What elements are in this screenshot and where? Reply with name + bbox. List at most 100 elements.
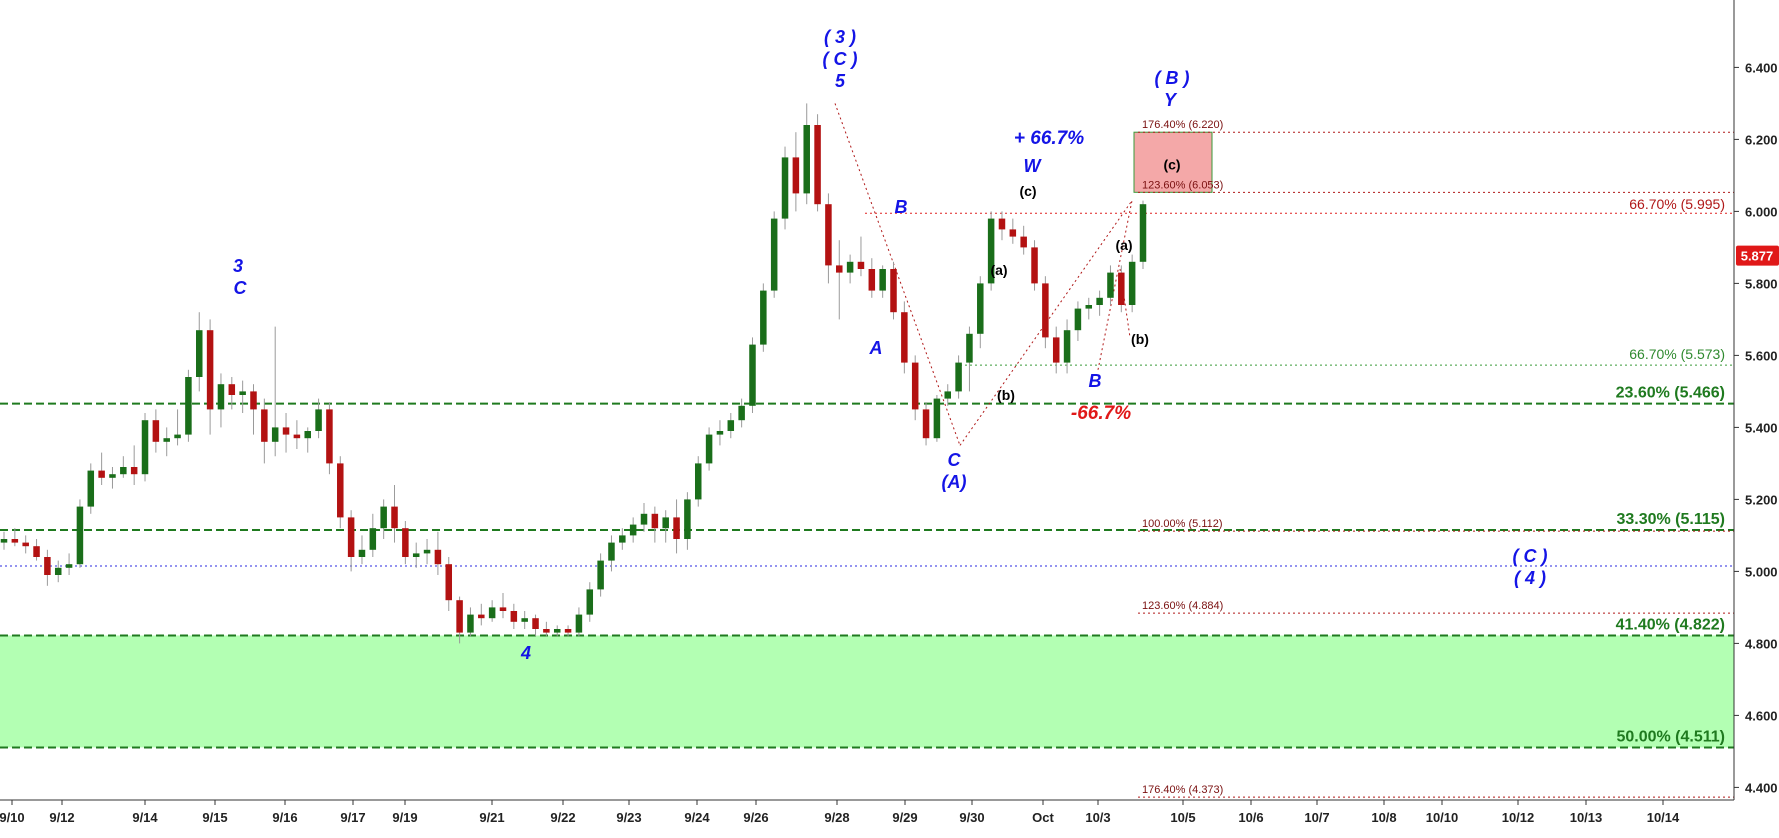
candle-body (738, 405, 745, 421)
candle-body (1118, 272, 1125, 305)
last-price-value: 5.877 (1741, 249, 1774, 264)
annotation-plus: + 66.7% (1014, 128, 1084, 149)
date-tick-label: 10/12 (1502, 810, 1535, 825)
candle-body (456, 600, 463, 633)
date-tick-label: 9/21 (479, 810, 504, 825)
candle-body (727, 420, 735, 431)
level-label: 123.60% (6.053) (1142, 179, 1223, 191)
candle-body (770, 218, 778, 291)
sub-wave-label: (a) (1115, 237, 1132, 253)
date-tick-label: 10/8 (1371, 810, 1396, 825)
sub-wave-label: (b) (997, 387, 1015, 403)
date-tick-label: 9/24 (684, 810, 710, 825)
candle-body (694, 463, 702, 500)
level-label: 50.00% (4.511) (1616, 728, 1725, 745)
candle-body (402, 528, 409, 557)
sub-wave-label: (a) (990, 262, 1007, 278)
date-tick-label: 9/14 (132, 810, 158, 825)
wave-label: C (948, 450, 962, 470)
sub-wave-label: (c) (1019, 183, 1036, 199)
date-tick-label: 9/30 (959, 810, 984, 825)
candle-body (423, 549, 431, 554)
candle-body (98, 470, 105, 478)
candle-body (901, 312, 908, 363)
candle-body (239, 391, 246, 395)
candle-body (33, 546, 40, 557)
candles-layer (0, 103, 1147, 644)
candle-body (1009, 229, 1017, 237)
candle-body (488, 607, 496, 619)
candle-body (857, 261, 865, 269)
candle-body (846, 261, 854, 273)
candle-body (890, 269, 897, 313)
candle-body (868, 269, 876, 291)
price-axis-bg (1734, 0, 1779, 833)
candle-body (640, 513, 648, 525)
price-tick-label: 4.600 (1745, 708, 1778, 723)
candle-body (608, 542, 615, 561)
candle-body (293, 434, 301, 439)
candle-body (0, 539, 8, 543)
level-label: 33.30% (5.115) (1616, 511, 1725, 528)
candle-body (347, 517, 355, 557)
date-tick-label: 10/7 (1304, 810, 1329, 825)
candle-body (11, 539, 19, 543)
candle-body (271, 427, 279, 442)
candle-body (228, 384, 236, 395)
candle-body (586, 589, 594, 615)
date-tick-label: 9/15 (202, 810, 227, 825)
candle-body (651, 513, 659, 529)
wave-label: W (1024, 156, 1043, 176)
candle-body (1020, 236, 1027, 248)
levels-layer (0, 131, 1734, 798)
date-tick-label: 10/13 (1570, 810, 1603, 825)
candle-body (22, 542, 29, 547)
date-tick-label: 9/10 (0, 810, 25, 825)
wave-connector (834, 103, 961, 446)
candle-body (380, 506, 387, 529)
candle-body (478, 614, 485, 619)
candle-body (510, 611, 518, 622)
candle-body (629, 524, 637, 536)
candle-body (944, 391, 951, 399)
candle-body (499, 607, 507, 611)
date-tick-label: 9/22 (550, 810, 575, 825)
wave-label: Y (1164, 90, 1178, 110)
candle-body (792, 157, 800, 194)
candle-body (553, 629, 561, 633)
candle-body (163, 438, 170, 442)
date-tick-label: 9/19 (392, 810, 417, 825)
candle-body (825, 204, 832, 266)
candle-body (1052, 337, 1060, 363)
candle-body (532, 618, 539, 629)
wave-label: C (234, 278, 248, 298)
zones-layer (0, 131, 1734, 748)
date-tick-label: 9/23 (616, 810, 641, 825)
target-zone-rect (1133, 131, 1213, 193)
candle-body (326, 409, 333, 464)
candle-body (803, 125, 810, 194)
price-tick-label: 5.400 (1745, 420, 1778, 435)
wave-label: ( 4 ) (1514, 568, 1546, 588)
labels-layer: (c) 176.40% (6.220) 123.60% (6.053) 66.70% … (233, 27, 1725, 796)
wave-label: 5 (835, 71, 846, 91)
candle-body (922, 409, 930, 439)
price-tick-label: 4.800 (1745, 636, 1778, 651)
wave-label: ( 3 ) (824, 27, 856, 47)
candle-body (54, 567, 62, 575)
wave-label: ( B ) (1155, 68, 1190, 88)
level-label: 41.40% (4.822) (1616, 616, 1725, 633)
candle-body (933, 398, 941, 439)
candle-body (1139, 204, 1147, 262)
level-label: 66.70% (5.995) (1629, 196, 1725, 212)
candle-body (911, 362, 919, 410)
candle-body (120, 467, 127, 475)
last-price-badge (1736, 245, 1779, 266)
candle-body (760, 290, 767, 345)
target-zone-label: (c) (1163, 157, 1180, 173)
price-tick-label: 5.000 (1745, 564, 1778, 579)
price-tick-label: 5.200 (1745, 492, 1778, 507)
candle-body (1074, 308, 1082, 331)
date-tick-label: Oct (1032, 810, 1054, 825)
